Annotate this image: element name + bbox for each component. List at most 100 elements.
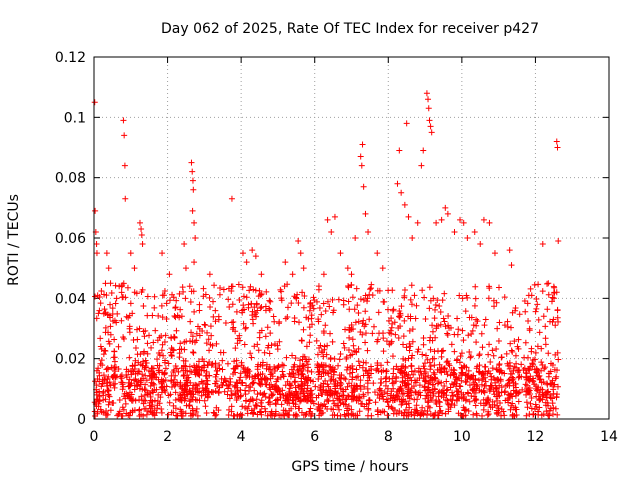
data-point [354,302,361,309]
x-tick-label: 0 [90,429,99,445]
data-point [372,399,379,406]
data-point [449,397,456,404]
data-point [411,367,418,374]
data-point [351,306,358,313]
data-point [102,310,109,317]
data-point [307,412,314,419]
data-point [457,216,464,223]
data-point [404,390,411,397]
data-point [156,362,163,369]
data-point [231,358,238,365]
data-point [187,368,194,375]
data-point [198,392,205,399]
data-point [119,294,126,301]
data-point [549,294,556,301]
data-point [518,361,525,368]
data-point [395,393,402,400]
data-point [425,96,432,103]
data-point [316,412,323,419]
data-point [242,391,249,398]
data-point [104,386,111,393]
data-point [325,370,332,377]
data-point [126,412,133,419]
data-point [386,329,393,336]
data-point [155,367,162,374]
data-point [234,340,241,347]
data-point [465,332,472,339]
data-point [366,286,373,293]
data-point [105,401,112,408]
data-point [392,378,399,385]
data-point [234,363,241,370]
data-point [411,396,418,403]
data-point [516,389,523,396]
data-point [523,399,530,406]
data-point [289,352,296,359]
data-point [462,308,469,315]
data-point [308,368,315,375]
data-point [310,378,317,385]
data-point [286,411,293,418]
data-point [540,411,547,418]
data-point [142,363,149,370]
data-point [423,90,430,97]
data-point [330,368,337,375]
data-point [384,412,391,419]
data-point [212,412,219,419]
data-point [143,377,150,384]
data-point [279,387,286,394]
data-point [445,312,452,319]
data-point [355,345,362,352]
data-point [396,313,403,320]
data-point [203,340,210,347]
data-point [461,406,468,413]
data-point [162,389,169,396]
data-point [364,370,371,377]
data-point [515,374,522,381]
data-point [526,411,533,418]
data-point [177,383,184,390]
data-point [154,337,161,344]
data-point [222,320,229,326]
data-point [459,327,466,334]
data-point [306,307,313,314]
data-point [460,337,467,344]
data-point [282,315,289,322]
data-point [258,327,265,334]
data-point [353,382,360,389]
data-point [244,405,251,412]
data-point [485,351,492,358]
data-point [121,132,128,139]
data-point [96,397,103,404]
data-point [196,307,203,314]
data-point [363,401,370,408]
data-point [528,394,535,401]
data-point [107,280,114,287]
data-point [501,370,508,377]
data-point [479,370,486,377]
data-point [139,371,146,378]
data-point [204,362,211,369]
data-point [507,370,514,377]
data-point [421,294,428,301]
data-point [310,294,317,301]
data-point [337,250,344,257]
data-point [456,359,463,366]
data-point [344,265,351,272]
data-point [316,368,323,375]
data-point [381,298,388,305]
data-point [444,210,451,217]
data-point [265,399,272,406]
data-point [149,365,156,372]
data-point [395,334,402,341]
data-point [186,403,193,410]
data-point [266,350,273,357]
data-point [126,312,133,319]
data-point [357,296,364,303]
data-point [515,398,522,405]
data-point [187,318,194,325]
data-point [239,250,246,257]
data-point [374,365,381,372]
data-point [416,382,423,389]
data-point [118,317,125,324]
